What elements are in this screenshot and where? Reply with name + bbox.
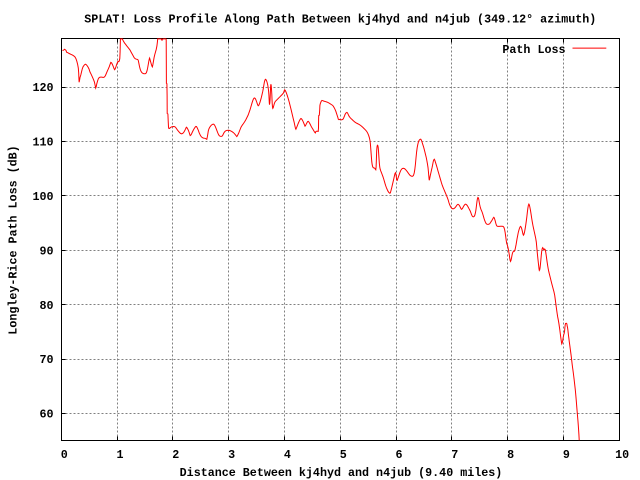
svg-text:10: 10 xyxy=(615,448,629,462)
svg-text:1: 1 xyxy=(116,448,123,462)
svg-text:Path Loss: Path Loss xyxy=(502,43,565,57)
svg-text:110: 110 xyxy=(32,136,53,150)
svg-text:80: 80 xyxy=(39,299,53,313)
svg-text:Longley-Rice Path Loss (dB): Longley-Rice Path Loss (dB) xyxy=(7,145,21,334)
svg-text:6: 6 xyxy=(395,448,402,462)
svg-text:120: 120 xyxy=(32,81,53,95)
svg-text:2: 2 xyxy=(172,448,179,462)
svg-text:5: 5 xyxy=(340,448,347,462)
svg-text:Distance Between kj4hyd and n4: Distance Between kj4hyd and n4jub (9.40 … xyxy=(180,466,503,480)
svg-text:3: 3 xyxy=(228,448,235,462)
svg-text:60: 60 xyxy=(39,408,53,422)
svg-text:100: 100 xyxy=(32,190,53,204)
svg-text:0: 0 xyxy=(61,448,68,462)
svg-text:4: 4 xyxy=(284,448,291,462)
svg-text:7: 7 xyxy=(451,448,458,462)
svg-text:70: 70 xyxy=(39,353,53,367)
svg-text:8: 8 xyxy=(507,448,514,462)
svg-text:90: 90 xyxy=(39,244,53,258)
svg-text:9: 9 xyxy=(563,448,570,462)
svg-text:SPLAT! Loss Profile Along Path: SPLAT! Loss Profile Along Path Between k… xyxy=(84,12,596,26)
